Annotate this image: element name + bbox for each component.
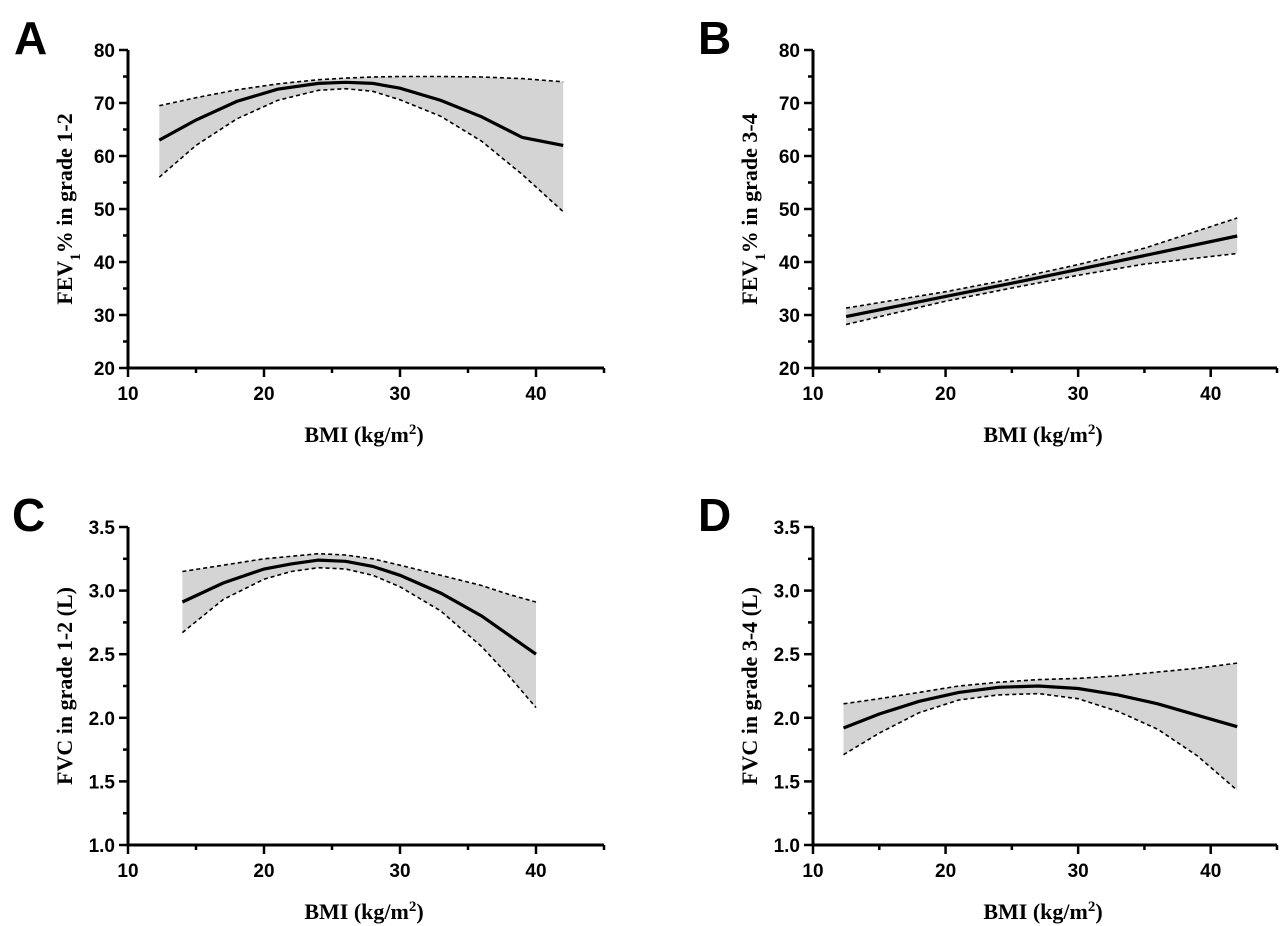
- y-tick-label: 2.0: [774, 709, 800, 730]
- x-tick-label: 10: [117, 861, 138, 882]
- x-tick-label: 20: [935, 384, 956, 405]
- y-tick-label: 70: [94, 94, 115, 115]
- y-tick-label: 30: [779, 306, 800, 327]
- y-tick-label: 80: [94, 41, 115, 62]
- y-tick-label: 2.5: [89, 645, 116, 666]
- x-tick-label: 10: [117, 384, 138, 405]
- x-tick-label: 30: [1068, 384, 1089, 405]
- y-tick-label: 40: [94, 253, 115, 274]
- x-axis-title: BMI (kg/m2): [983, 422, 1102, 447]
- fitted-line: [158, 80, 564, 147]
- x-axis-title: BMI (kg/m2): [983, 899, 1102, 924]
- panel-letter: B: [698, 12, 731, 64]
- x-tick-label: 40: [525, 384, 546, 405]
- y-tick-label: 3.0: [774, 582, 800, 603]
- y-axis-title: FVC in grade 1-2 (L): [52, 587, 77, 785]
- y-tick-label: 60: [779, 147, 800, 168]
- y-axis-title: FEV1% in grade 1-2: [52, 113, 84, 304]
- y-axis-title: FEV1% in grade 3-4: [737, 113, 769, 304]
- x-axis-title: BMI (kg/m2): [304, 899, 423, 924]
- y-tick-label: 40: [779, 253, 800, 274]
- upper-ci-line: [182, 552, 537, 603]
- upper-ci-line: [843, 662, 1238, 705]
- x-tick-label: 40: [1200, 861, 1221, 882]
- lower-ci-line: [158, 87, 564, 213]
- y-tick-label: 2.0: [89, 709, 115, 730]
- y-tick-label: 30: [94, 306, 115, 327]
- y-tick-label: 1.5: [89, 772, 116, 793]
- panel-d: 1.0 1.5 2.0 2.5 3.0 3.5 10 20 30 40 BMI (kg/m2) FVC…: [698, 489, 1279, 924]
- x-axis-title: BMI (kg/m2): [304, 422, 423, 447]
- y-tick-label: 3.5: [89, 518, 116, 539]
- y-tick-label: 3.5: [774, 518, 801, 539]
- upper-ci-line: [159, 75, 564, 107]
- x-tick-label: 10: [802, 861, 823, 882]
- lower-ci-line: [181, 566, 537, 709]
- y-tick-label: 3.0: [89, 582, 115, 603]
- y-tick-label: 2.5: [774, 645, 801, 666]
- y-tick-label: 50: [94, 200, 115, 221]
- panel-letter: A: [14, 12, 47, 64]
- fitted-line: [842, 684, 1238, 730]
- panel-c: 1.0 1.5 2.0 2.5 3.0 3.5 10 20 30 40 BMI (kg/m2) FVC…: [12, 489, 606, 924]
- y-tick-label: 50: [779, 200, 800, 221]
- panel-letter: C: [12, 489, 45, 541]
- fitted-line: [845, 234, 1238, 319]
- x-tick-label: 20: [253, 384, 274, 405]
- lower-ci-line: [845, 252, 1238, 326]
- confidence-band: [182, 553, 536, 708]
- x-tick-label: 30: [1068, 861, 1089, 882]
- x-tick-label: 40: [525, 861, 546, 882]
- fitted-line: [181, 558, 537, 656]
- y-tick-label: 1.0: [89, 836, 115, 857]
- y-axis-title: FVC in grade 3-4 (L): [737, 587, 762, 785]
- y-tick-label: 1.0: [774, 836, 800, 857]
- x-tick-label: 30: [389, 384, 410, 405]
- x-tick-label: 40: [1200, 384, 1221, 405]
- panel-letter: D: [698, 489, 731, 541]
- x-tick-label: 20: [253, 861, 274, 882]
- confidence-band: [846, 218, 1238, 325]
- y-tick-label: 70: [779, 94, 800, 115]
- y-tick-label: 80: [779, 41, 800, 62]
- lower-ci-line: [843, 692, 1238, 791]
- x-tick-label: 20: [935, 861, 956, 882]
- x-tick-label: 10: [802, 384, 823, 405]
- confidence-band: [843, 663, 1238, 791]
- y-tick-label: 20: [779, 359, 800, 380]
- upper-ci-line: [845, 217, 1238, 309]
- confidence-band: [159, 76, 564, 212]
- y-tick-label: 20: [94, 359, 115, 380]
- y-tick-label: 1.5: [774, 772, 801, 793]
- x-tick-label: 30: [389, 861, 410, 882]
- y-tick-label: 60: [94, 147, 115, 168]
